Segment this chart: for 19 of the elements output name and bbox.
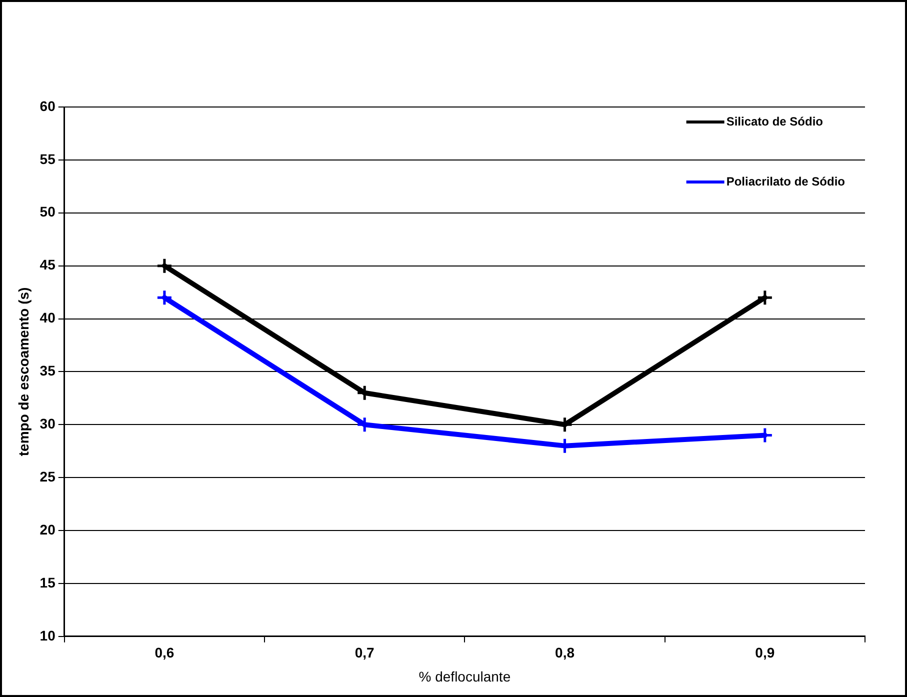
x-axis-title: % defloculante (418, 668, 511, 684)
y-tick-label: 60 (40, 98, 56, 114)
y-tick-label: 20 (40, 521, 56, 538)
y-tick-label: 45 (40, 256, 56, 273)
x-tick-label: 0,8 (555, 644, 575, 661)
legend-label: Poliacrilato de Sódio (726, 174, 845, 188)
y-tick-label: 10 (40, 627, 56, 644)
y-tick-label: 50 (40, 204, 56, 220)
y-tick-label: 40 (40, 310, 56, 326)
y-tick-label: 55 (40, 150, 56, 167)
legend-label: Silicato de Sódio (726, 114, 823, 128)
x-tick-label: 0,9 (755, 644, 775, 661)
x-tick-label: 0,7 (354, 644, 375, 661)
y-tick-label: 25 (40, 468, 56, 484)
y-tick-label: 15 (40, 574, 56, 590)
y-tick-label: 35 (40, 362, 56, 379)
y-axis-title: tempo de escoamento (s) (15, 287, 32, 456)
x-tick-label: 0,6 (154, 644, 174, 661)
y-tick-label: 30 (40, 416, 56, 432)
